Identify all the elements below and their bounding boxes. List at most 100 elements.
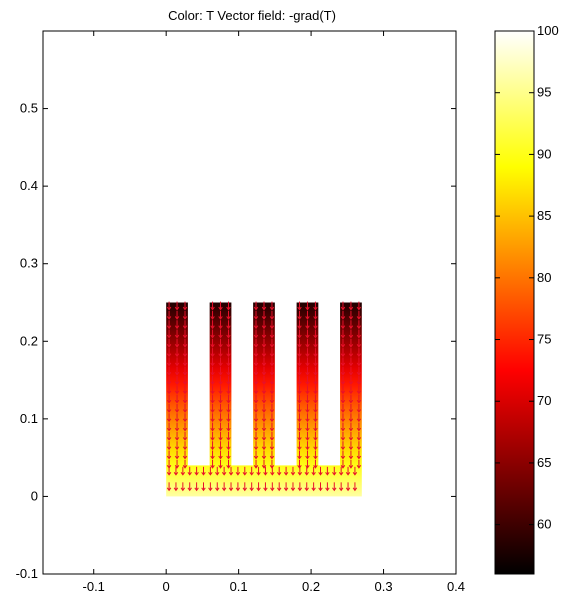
vector-arrow bbox=[253, 422, 259, 432]
vector-arrow bbox=[340, 301, 346, 311]
vector-arrow bbox=[348, 413, 354, 423]
vector-arrow bbox=[305, 376, 310, 385]
vector-arrow bbox=[311, 466, 316, 476]
x-tick-label: 0.2 bbox=[302, 579, 320, 594]
vector-arrow bbox=[208, 482, 213, 492]
vector-arrow bbox=[180, 482, 186, 492]
vector-arrow bbox=[356, 422, 362, 432]
vector-arrow bbox=[215, 466, 220, 476]
vector-arrow bbox=[226, 366, 231, 376]
vector-arrow bbox=[166, 310, 172, 320]
vector-arrow bbox=[218, 385, 223, 395]
vector-arrow bbox=[253, 338, 259, 348]
vector-arrow bbox=[313, 450, 318, 460]
vector-arrow bbox=[348, 320, 354, 330]
vector-arrow bbox=[340, 441, 346, 451]
vector-arrow bbox=[182, 357, 188, 367]
vector-arrow bbox=[277, 482, 282, 492]
vector-arrow bbox=[226, 320, 231, 330]
vector-arrow bbox=[318, 482, 323, 492]
vector-arrow bbox=[269, 320, 275, 330]
vector-arrow bbox=[269, 310, 275, 320]
vector-arrow bbox=[269, 376, 275, 385]
vector-arrow bbox=[348, 450, 354, 460]
vector-arrow bbox=[182, 320, 188, 330]
vector-arrow bbox=[261, 403, 267, 413]
vector-arrow bbox=[283, 466, 289, 476]
vector-arrow bbox=[253, 441, 259, 451]
vector-arrow bbox=[305, 441, 310, 451]
vector-arrow bbox=[182, 394, 188, 404]
vector-arrow bbox=[174, 310, 180, 320]
vector-arrow bbox=[340, 366, 346, 376]
vector-arrow bbox=[356, 431, 362, 441]
vector-arrow bbox=[305, 320, 310, 330]
vector-arrow bbox=[348, 441, 354, 451]
vector-arrow bbox=[269, 348, 275, 358]
vector-arrow bbox=[166, 413, 172, 423]
vector-arrow bbox=[180, 466, 186, 476]
vector-arrow bbox=[269, 385, 275, 395]
vector-arrow bbox=[340, 329, 346, 339]
vector-arrow bbox=[194, 482, 199, 492]
vector-arrow bbox=[174, 348, 180, 358]
vector-arrow bbox=[182, 310, 188, 320]
vector-arrow bbox=[313, 376, 318, 385]
vector-arrow bbox=[305, 422, 310, 432]
vector-arrow bbox=[166, 376, 172, 385]
vector-arrow bbox=[210, 357, 215, 367]
y-tick-label: 0.3 bbox=[20, 256, 38, 271]
vector-arrow bbox=[356, 357, 362, 367]
vector-arrow bbox=[305, 329, 310, 339]
vector-arrow bbox=[297, 338, 302, 348]
vector-arrow bbox=[210, 310, 215, 320]
vector-arrow bbox=[356, 348, 362, 358]
vector-arrow bbox=[348, 431, 354, 441]
vector-arrow bbox=[215, 482, 220, 492]
vector-arrow bbox=[269, 357, 275, 367]
vector-arrow bbox=[226, 431, 231, 441]
vector-arrow bbox=[305, 403, 310, 413]
vector-arrow bbox=[166, 301, 172, 311]
vector-arrow bbox=[226, 459, 231, 469]
vector-arrow bbox=[226, 450, 231, 460]
vector-arrow bbox=[261, 394, 267, 404]
vector-arrow bbox=[332, 482, 337, 492]
vector-arrow bbox=[313, 403, 318, 413]
vector-arrow bbox=[311, 482, 316, 492]
vector-arrow bbox=[340, 413, 346, 423]
vector-arrow bbox=[261, 338, 267, 348]
vector-arrow bbox=[290, 466, 296, 476]
vector-arrow bbox=[166, 366, 172, 376]
vector-arrow bbox=[182, 376, 188, 385]
vector-arrow bbox=[182, 403, 188, 413]
vector-arrow bbox=[305, 431, 310, 441]
vector-arrow bbox=[166, 422, 172, 432]
vector-arrow bbox=[166, 329, 172, 339]
vector-arrow bbox=[313, 459, 318, 469]
vector-arrow bbox=[182, 422, 188, 432]
vector-arrow bbox=[249, 466, 254, 476]
vector-arrow bbox=[348, 301, 354, 311]
vector-arrow bbox=[283, 482, 289, 492]
plot-area bbox=[166, 301, 362, 497]
vector-arrow bbox=[210, 320, 215, 330]
vector-arrow bbox=[226, 357, 231, 367]
vector-arrow bbox=[218, 310, 223, 320]
vector-arrow bbox=[340, 450, 346, 460]
vector-arrow bbox=[210, 450, 215, 460]
vector-arrow bbox=[253, 320, 259, 330]
vector-arrow bbox=[253, 301, 259, 311]
vector-arrow bbox=[352, 466, 358, 476]
vector-arrow bbox=[182, 385, 188, 395]
colorbar-tick-label: 80 bbox=[537, 270, 551, 285]
vector-arrow bbox=[332, 466, 337, 476]
vector-arrow bbox=[228, 466, 234, 476]
vector-arrow bbox=[235, 466, 241, 476]
y-tick-label: 0.4 bbox=[20, 178, 38, 193]
vector-arrow bbox=[226, 329, 231, 339]
vector-arrow bbox=[253, 459, 259, 469]
vector-arrow bbox=[174, 320, 180, 330]
vector-arrow bbox=[201, 482, 206, 492]
vector-arrow bbox=[269, 441, 275, 451]
